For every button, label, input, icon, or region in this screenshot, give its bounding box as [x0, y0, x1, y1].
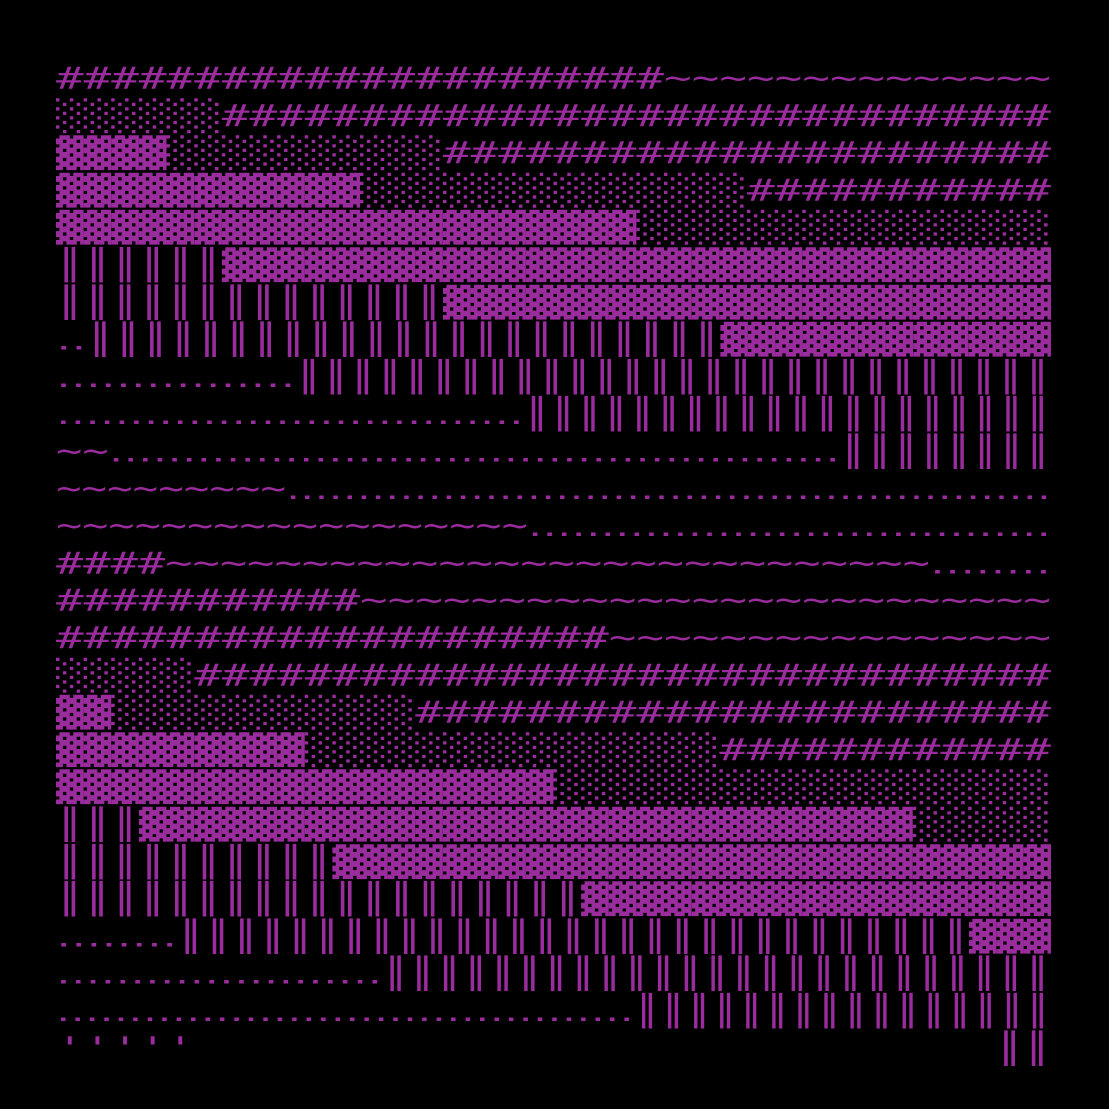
art-row: ###########~~~~~~~~~~~~~~~~~~~~~~~~~	[56, 584, 1051, 619]
art-row: ░░░░░░##############################	[56, 98, 1051, 134]
art-row: ####################~~~~~~~~~~~~~~~~	[56, 621, 1051, 656]
art-row: ‥‥‥‥‥‥‥‥‥‥‥‥‥‥‥‥‥‥‥‥║║║║║║║║║║║║║║║║	[56, 992, 1051, 1029]
art-row: ~~~~~~~~~~~~~~~~~~‥‥‥‥‥‥‥‥‥‥‥‥‥‥‥‥‥‥	[56, 509, 1051, 544]
art-row: ║║║║║║║║║║▓▓▓▓▓▓▓▓▓▓▓▓▓▓▓▓▓▓▓▓▓▓▓▓▓▓	[56, 843, 1052, 880]
art-row: ~~‥‥‥‥‥‥‥‥‥‥‥‥‥‥‥‥‥‥‥‥‥‥‥‥‥║║║║║║║║	[56, 433, 1051, 470]
art-row: ║║║║║║▓▓▓▓▓▓▓▓▓▓▓▓▓▓▓▓▓▓▓▓▓▓▓▓▓▓▓▓▓▓	[56, 246, 1052, 283]
art-row: ######################~~~~~~~~~~~~~~	[56, 62, 1051, 97]
art-row: ▓▓▓▓░░░░░░░░░░######################	[56, 134, 1051, 171]
art-row: ▓▓░░░░░░░░░░░#######################	[56, 694, 1051, 731]
art-row: ‥‥‥‥‥‥‥‥‥‥‥║║║║║║║║║║║║║║║║║║║║║║║║║	[56, 955, 1051, 992]
art-row: ▓▓▓▓▓▓▓▓▓░░░░░░░░░░░░░░░############	[56, 731, 1051, 768]
art-row: ║║║▓▓▓▓▓▓▓▓▓▓▓▓▓▓▓▓▓▓▓▓▓▓▓▓▓▓▓▓░░░░░	[56, 806, 1051, 843]
art-row: ║║║║║║║║║║║║║║║║║║║▓▓▓▓▓▓▓▓▓▓▓▓▓▓▓▓▓	[56, 880, 1052, 917]
art-row: ▓▓▓▓▓▓▓▓▓▓▓░░░░░░░░░░░░░░###########	[56, 171, 1051, 208]
art-row: ║║║║║║║║║║║║║║▓▓▓▓▓▓▓▓▓▓▓▓▓▓▓▓▓▓▓▓▓▓	[56, 283, 1052, 320]
art-row: ''''' ║║	[56, 1029, 1051, 1066]
art-row: ‥║║║║║║║║║║║║║║║║║║║║║║║▓▓▓▓▓▓▓▓▓▓▓▓	[56, 321, 1052, 358]
art-row: ‥‥‥‥║║║║║║║║║║║║║║║║║║║║║║║║║║║║║▓▓▓	[56, 917, 1052, 954]
art-row: ~~~~~~~~~‥‥‥‥‥‥‥‥‥‥‥‥‥‥‥‥‥‥‥‥‥‥‥‥‥‥‥	[56, 472, 1051, 507]
art-row: ‥‥‥‥‥‥‥‥‥‥‥‥‥‥‥‥║║║║║║║║║║║║║║║║║║║║	[56, 395, 1051, 432]
art-row: ####~~~~~~~~~~~~~~~~~~~~~~~~~~~~‥‥‥‥	[56, 546, 1051, 581]
art-row: ‥‥‥‥‥‥‥‥║║║║║║║║║║║║║║║║║║║║║║║║║║║║	[56, 358, 1051, 395]
art-row: ░░░░░###############################	[56, 657, 1051, 693]
art-row: ▓▓▓▓▓▓▓▓▓▓▓▓▓▓▓▓▓▓▓▓▓░░░░░░░░░░░░░░░	[56, 209, 1051, 246]
art-row: ▓▓▓▓▓▓▓▓▓▓▓▓▓▓▓▓▓▓░░░░░░░░░░░░░░░░░░	[56, 768, 1051, 805]
